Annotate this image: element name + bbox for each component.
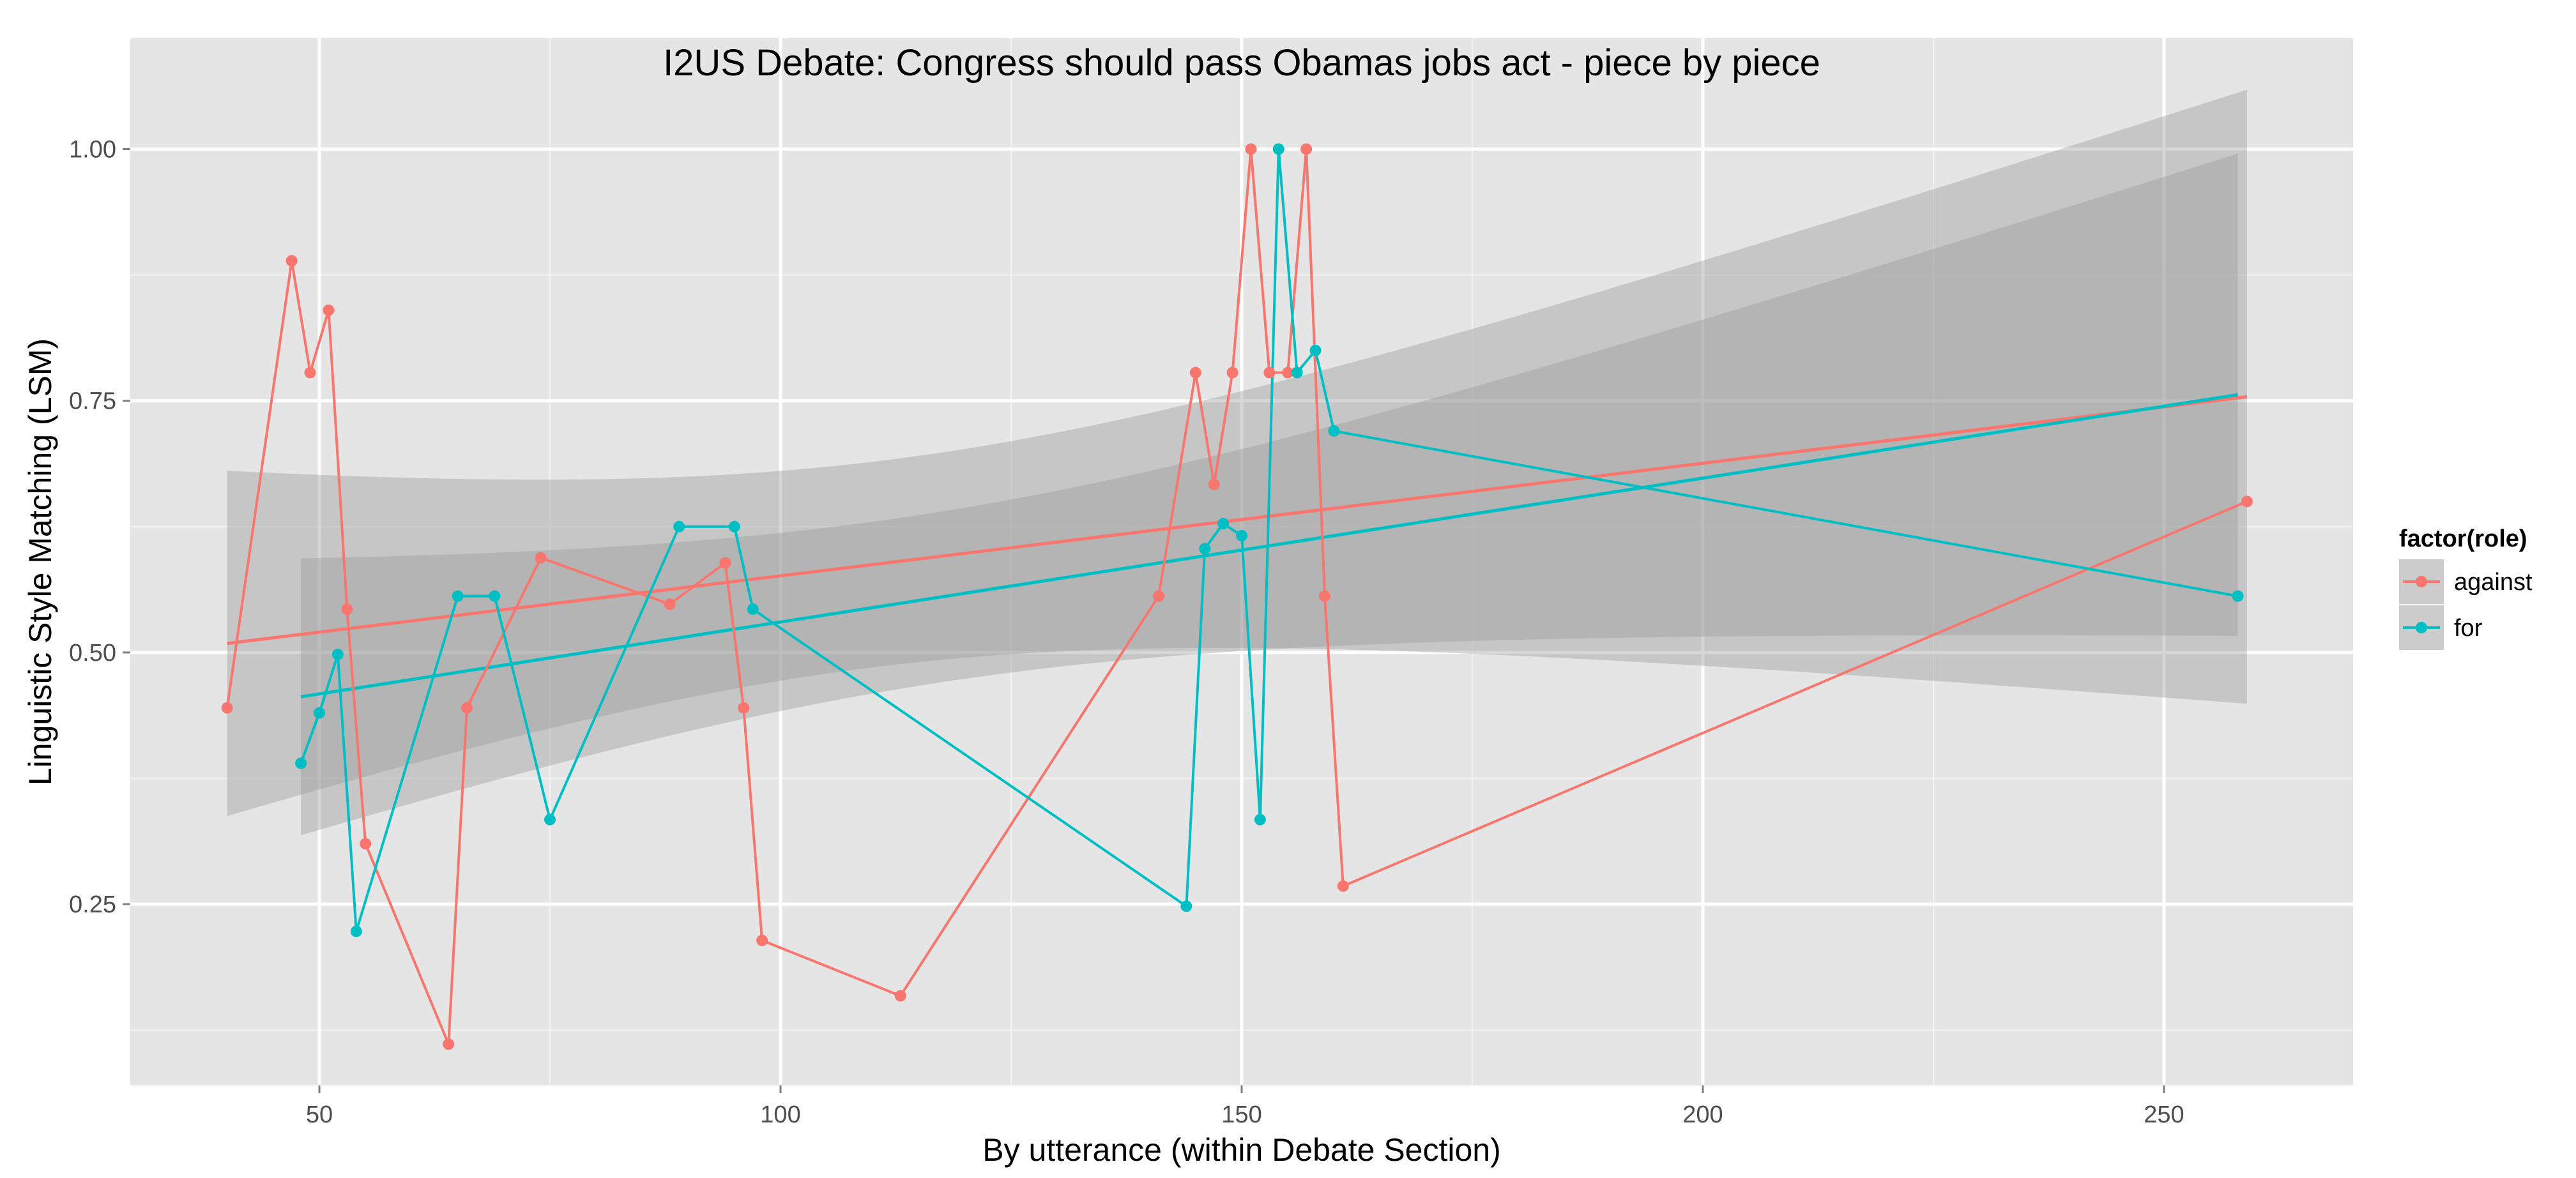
data-point-for: [314, 707, 326, 719]
y-axis: 0.25 0.50 0.75 1.00: [69, 136, 130, 918]
data-point-for: [489, 590, 501, 602]
data-point-against: [1282, 366, 1294, 379]
series-points: [221, 143, 2253, 1050]
data-point-against: [738, 702, 750, 714]
data-point-against: [1208, 478, 1220, 490]
y-axis-title: Linguistic Style Matching (LSM): [22, 338, 58, 785]
data-point-against: [443, 1038, 455, 1050]
data-point-for: [544, 813, 556, 826]
data-point-against: [323, 304, 335, 316]
data-point-for: [1180, 900, 1193, 912]
legend-title: factor(role): [2399, 525, 2527, 552]
data-point-for: [332, 649, 344, 661]
y-tick-label: 0.75: [69, 388, 116, 415]
data-point-against: [1300, 143, 1313, 155]
data-point-for: [728, 520, 740, 532]
x-tick-label: 200: [1682, 1101, 1723, 1128]
legend-point-against: [2416, 576, 2427, 587]
data-point-against: [756, 934, 768, 946]
legend: factor(role) against for: [2399, 525, 2533, 650]
data-point-for: [1217, 518, 1230, 530]
trend-line-against: [227, 395, 2248, 646]
data-point-for: [1328, 425, 1340, 437]
data-point-against: [221, 702, 233, 714]
data-point-for: [1272, 143, 1284, 155]
y-tick-label: 1.00: [69, 136, 116, 163]
legend-point-for: [2416, 622, 2427, 633]
data-point-against: [894, 990, 906, 1002]
legend-label-against: against: [2454, 569, 2533, 596]
data-point-for: [1291, 366, 1303, 379]
series-line-for: [300, 147, 2238, 933]
data-point-against: [304, 366, 316, 379]
data-point-for: [1309, 344, 1322, 356]
data-point-against: [461, 702, 473, 714]
trend-lines: [227, 393, 2248, 698]
data-point-against: [535, 552, 547, 564]
data-point-against: [341, 603, 353, 615]
x-tick-label: 150: [1221, 1101, 1261, 1128]
y-tick-label: 0.25: [69, 891, 116, 918]
x-axis: 50 100 150 200 250: [306, 1085, 2184, 1128]
data-point-for: [452, 590, 464, 602]
data-point-against: [1189, 366, 1201, 379]
data-point-against: [719, 557, 731, 569]
data-point-against: [1318, 590, 1330, 602]
data-point-against: [664, 598, 676, 610]
x-tick-label: 100: [760, 1101, 800, 1128]
y-tick-label: 0.50: [69, 640, 116, 667]
data-point-for: [673, 520, 685, 532]
data-point-against: [2241, 495, 2253, 508]
legend-items: against for: [2399, 559, 2533, 650]
chart-title: I2US Debate: Congress should pass Obamas…: [663, 42, 1820, 84]
data-point-against: [1245, 143, 1257, 155]
data-point-for: [1236, 530, 1247, 541]
grid-major: [130, 38, 2353, 1085]
x-tick-label: 50: [306, 1101, 333, 1128]
data-point-against: [1263, 366, 1276, 379]
data-point-for: [295, 757, 307, 769]
data-point-for: [2232, 590, 2244, 602]
legend-label-for: for: [2454, 615, 2483, 642]
trend-line-for: [300, 393, 2238, 698]
data-point-for: [1199, 543, 1211, 555]
x-axis-title: By utterance (within Debate Section): [982, 1132, 1501, 1168]
data-point-against: [286, 255, 298, 267]
data-point-against: [1337, 880, 1349, 892]
data-point-for: [747, 603, 759, 615]
confidence-band-against: [227, 89, 2247, 817]
x-tick-label: 250: [2144, 1101, 2184, 1128]
data-point-for: [1254, 813, 1266, 826]
data-point-against: [1226, 366, 1238, 379]
data-point-against: [1153, 590, 1165, 602]
data-point-for: [350, 925, 362, 937]
data-point-against: [360, 838, 372, 850]
